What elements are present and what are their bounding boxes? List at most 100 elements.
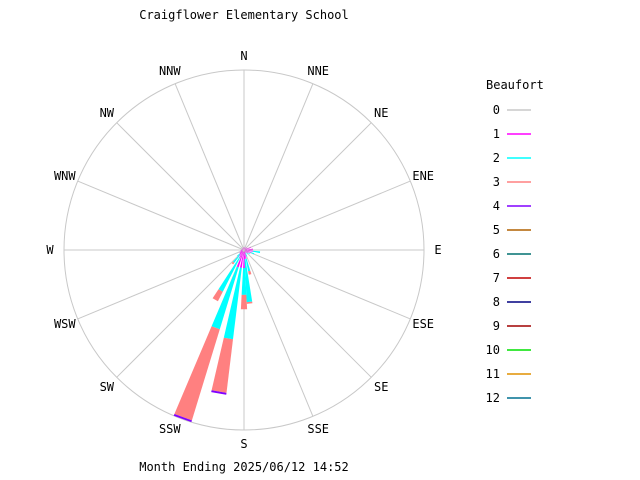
petal-4-beaufort-2 — [244, 258, 253, 303]
petal-18-beaufort-0 — [244, 249, 245, 250]
petal-25-beaufort-2 — [246, 252, 248, 255]
petal-8-beaufort-1 — [240, 250, 243, 252]
petal-24-beaufort-1 — [244, 250, 249, 254]
direction-label-nw: NW — [100, 106, 115, 120]
petal-4-beaufort-3 — [246, 301, 253, 304]
petal-9-beaufort-1 — [240, 250, 243, 252]
legend-label-9: 9 — [493, 319, 500, 333]
petal-19-beaufort-1 — [244, 247, 247, 250]
legend-label-5: 5 — [493, 223, 500, 237]
petals — [173, 247, 261, 423]
petal-27-beaufort-1 — [244, 250, 247, 259]
spoke-wnw — [77, 180, 245, 251]
petal-19-beaufort-0 — [244, 249, 245, 250]
chart-footer: Month Ending 2025/06/12 14:52 — [139, 460, 349, 474]
direction-labels: N NNE NE ENE E ESE SE SSE S SSW SW WSW W WNW NW NNW — [46, 49, 441, 451]
petal-0-beaufort-3 — [174, 326, 220, 421]
spoke-sse — [243, 249, 314, 417]
spoke-ese — [243, 249, 411, 320]
spoke-ne — [243, 122, 372, 251]
petal-5-beaufort-2 — [233, 255, 240, 263]
petal-1-beaufort-4 — [211, 390, 227, 395]
petal-5-beaufort-1 — [239, 251, 243, 256]
spoke-se — [243, 249, 372, 378]
petal-23-beaufort-1 — [244, 250, 251, 253]
direction-label-wnw: WNW — [54, 169, 76, 183]
spoke-sw — [116, 249, 245, 378]
petal-3-beaufort-2 — [218, 257, 240, 292]
direction-label-w: W — [46, 243, 54, 257]
petal-27-beaufort-2 — [245, 258, 251, 272]
direction-label-s: S — [240, 437, 247, 451]
petal-2-beaufort-2 — [241, 268, 247, 295]
legend-label-4: 4 — [493, 199, 500, 213]
direction-label-ene: ENE — [412, 169, 434, 183]
petal-8-beaufort-0 — [242, 250, 244, 251]
spoke-nw — [116, 122, 245, 251]
petal-4-beaufort-1 — [244, 251, 246, 259]
petal-7-beaufort-1 — [239, 250, 243, 254]
petal-6-beaufort-1 — [239, 251, 243, 254]
petal-15-beaufort-0 — [243, 249, 244, 250]
petal-3-beaufort-1 — [239, 251, 244, 258]
direction-label-wsw: WSW — [54, 317, 76, 331]
direction-label-nnw: NNW — [159, 64, 181, 78]
petal-14-beaufort-1 — [242, 248, 244, 250]
legend-label-0: 0 — [493, 103, 500, 117]
petal-13-beaufort-1 — [241, 249, 244, 250]
petal-24-beaufort-2 — [248, 252, 251, 255]
petal-0-beaufort-1 — [237, 251, 244, 268]
petal-20-beaufort-1 — [244, 247, 251, 250]
petal-0-beaufort-2 — [211, 266, 239, 330]
petal-9-beaufort-0 — [242, 250, 244, 251]
petal-16-beaufort-1 — [243, 247, 244, 250]
petal-2-beaufort-1 — [243, 251, 245, 268]
petal-15-beaufort-1 — [242, 248, 244, 250]
petal-6-beaufort-0 — [242, 250, 244, 252]
petal-24-beaufort-0 — [244, 250, 245, 251]
direction-label-sw: SW — [100, 380, 115, 394]
chart-title: Craigflower Elementary School — [139, 8, 349, 22]
legend-label-11: 11 — [486, 367, 500, 381]
petal-1-beaufort-3 — [211, 337, 233, 393]
petal-5-beaufort-0 — [242, 250, 244, 252]
petal-21-beaufort-1 — [244, 248, 253, 250]
petal-1-beaufort-2 — [223, 267, 242, 340]
legend-label-10: 10 — [486, 343, 500, 357]
legend-label-8: 8 — [493, 295, 500, 309]
petal-27-beaufort-3 — [248, 270, 252, 275]
legend-label-1: 1 — [493, 127, 500, 141]
legend-label-12: 12 — [486, 391, 500, 405]
spoke-nnw — [174, 83, 245, 251]
spoke-nne — [243, 83, 314, 251]
petal-23-beaufort-2 — [250, 252, 255, 255]
spoke-wsw — [77, 249, 245, 320]
petal-3-beaufort-3 — [212, 289, 223, 302]
legend-label-7: 7 — [493, 271, 500, 285]
petal-26-beaufort-1 — [244, 250, 246, 254]
direction-label-ne: NE — [374, 106, 388, 120]
direction-label-n: N — [240, 49, 247, 63]
petal-0-beaufort-0 — [243, 250, 244, 252]
direction-label-ese: ESE — [412, 317, 434, 331]
legend-label-2: 2 — [493, 151, 500, 165]
petal-6-beaufort-2 — [237, 253, 241, 257]
petal-1-beaufort-1 — [240, 251, 244, 268]
petal-22-beaufort-2 — [252, 250, 261, 254]
petal-5-beaufort-3 — [231, 261, 235, 265]
petal-17-beaufort-1 — [244, 247, 245, 250]
petal-2-beaufort-3 — [240, 294, 248, 310]
petal-7-beaufort-0 — [242, 250, 244, 252]
petal-25-beaufort-0 — [244, 250, 245, 251]
petal-18-beaufort-1 — [244, 247, 246, 250]
petal-3-beaufort-0 — [243, 250, 244, 252]
spoke-ene — [243, 180, 411, 251]
direction-label-se: SE — [374, 380, 388, 394]
petal-25-beaufort-1 — [244, 250, 247, 253]
direction-label-ssw: SSW — [159, 422, 181, 436]
legend-label-3: 3 — [493, 175, 500, 189]
petal-0-beaufort-4 — [173, 414, 192, 423]
